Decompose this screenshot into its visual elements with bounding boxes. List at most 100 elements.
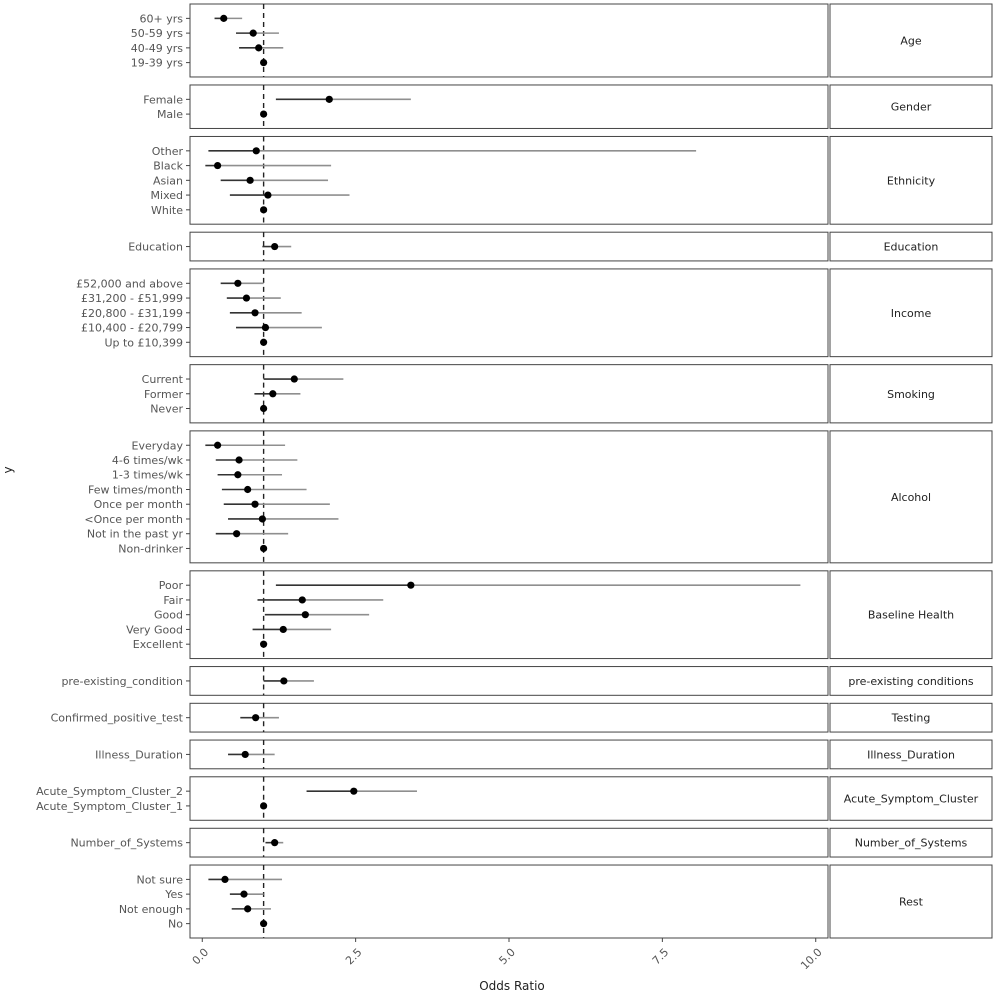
y-tick-label-not-enough: Not enough: [119, 903, 183, 916]
panel-frame-number-of-systems: [189, 827, 829, 858]
strip-box-baseline-health: [829, 570, 993, 660]
strip-box-alcohol: [829, 430, 993, 564]
y-tick-label-excellent: Excellent: [133, 638, 184, 651]
y-axis-title: y: [1, 466, 15, 473]
point-acute-symptom-cluster-1: [260, 802, 268, 810]
y-tick-label-4-6-times-wk: 4-6 times/wk: [112, 454, 184, 467]
strip-box-number-of-systems: [829, 827, 993, 858]
y-tick-label-white: White: [151, 204, 183, 217]
y-tick-label-current: Current: [142, 373, 184, 386]
point-good: [301, 611, 309, 619]
strip-label-smoking: Smoking: [887, 388, 935, 401]
y-tick-label-not-in-the-past-yr: Not in the past yr: [87, 528, 184, 541]
strip-box-smoking: [829, 364, 993, 424]
point-up-to-10-399: [260, 338, 268, 346]
y-tick-label-acute-symptom-cluster-1: Acute_Symptom_Cluster_1: [36, 800, 183, 813]
strip-box-pre-existing-conditions: [829, 666, 993, 696]
y-tick-label-former: Former: [144, 388, 183, 401]
y-tick-label-up-to-10-399: Up to £10,399: [104, 336, 183, 349]
point-50-59-yrs: [249, 29, 257, 37]
point-current: [290, 375, 298, 383]
panel-frame-education: [189, 231, 829, 262]
point-black: [214, 161, 222, 170]
point-mixed: [264, 191, 272, 199]
panel-frame-rest: [189, 864, 829, 939]
y-tick-label-pre-existing-condition: pre-existing_condition: [61, 675, 183, 688]
x-tick-label-2: 5.0: [496, 946, 518, 968]
panel-frame-illness-duration: [189, 739, 829, 770]
y-tick-label-female: Female: [143, 93, 183, 106]
point-former: [269, 390, 277, 398]
y-tick-label-no: No: [168, 918, 183, 931]
x-tick-label-0: 0.0: [190, 946, 212, 968]
strip-label-illness-duration: Illness_Duration: [867, 748, 955, 761]
point-not-in-the-past-yr: [233, 530, 241, 538]
point-female: [325, 95, 333, 103]
strip-label-education: Education: [884, 241, 939, 254]
y-tick-label-asian: Asian: [153, 174, 183, 187]
strip-label-testing: Testing: [891, 712, 931, 725]
y-tick-label-yes: Yes: [164, 888, 183, 901]
point-40-49-yrs: [255, 44, 263, 52]
y-tick-label-31-200-51-999: £31,200 - £51,999: [81, 292, 183, 305]
y-tick-label-never: Never: [150, 403, 183, 416]
strip-label-rest: Rest: [899, 896, 924, 909]
point-white: [260, 206, 268, 214]
strip-box-acute-symptom-cluster: [829, 776, 993, 821]
y-tick-label-non-drinker: Non-drinker: [118, 542, 183, 555]
point-pre-existing-condition: [280, 677, 288, 685]
strip-label-baseline-health: Baseline Health: [868, 609, 954, 622]
y-tick-label-illness-duration: Illness_Duration: [95, 748, 183, 761]
y-tick-label-poor: Poor: [159, 579, 184, 592]
x-tick-label-3: 7.5: [650, 946, 672, 968]
y-tick-label-black: Black: [153, 160, 183, 173]
strip-label-pre-existing-conditions: pre-existing conditions: [848, 675, 974, 688]
point-31-200-51-999: [242, 294, 251, 302]
panel-frame-age: [189, 3, 829, 78]
y-tick-label-education: Education: [128, 241, 183, 254]
y-tick-label-20-800-31-199: £20,800 - £31,199: [81, 307, 183, 320]
point-number-of-systems: [271, 839, 279, 847]
strip-box-testing: [829, 702, 993, 733]
strip-label-alcohol: Alcohol: [891, 491, 931, 504]
point-other: [252, 147, 260, 155]
y-tick-label-confirmed-positive-test: Confirmed_positive_test: [51, 712, 184, 725]
y-tick-label-acute-symptom-cluster-2: Acute_Symptom_Cluster_2: [36, 785, 183, 798]
y-tick-label-not-sure: Not sure: [136, 873, 183, 886]
point-confirmed-positive-test: [252, 714, 260, 722]
point-everyday: [214, 441, 222, 449]
y-tick-label-40-49-yrs: 40-49 yrs: [131, 42, 183, 55]
x-axis-title: Odds Ratio: [479, 979, 545, 993]
point-illness-duration: [241, 750, 249, 759]
point-20-800-31-199: [251, 309, 259, 317]
panel-frame-acute-symptom-cluster: [189, 776, 829, 821]
strip-box-illness-duration: [829, 739, 993, 770]
y-tick-label-everyday: Everyday: [132, 439, 184, 452]
strip-box-gender: [829, 84, 993, 129]
strip-box-income: [829, 268, 993, 358]
point-once-per-month: [251, 500, 259, 508]
point-10-400-20-799: [261, 323, 270, 332]
y-tick-label-1-3-times-wk: 1-3 times/wk: [112, 469, 184, 482]
y-tick-label-very-good: Very Good: [126, 623, 183, 636]
x-axis: 0.0 2.5 5.0 7.5 10.0: [190, 937, 828, 972]
y-tick-label-number-of-systems: Number_of_Systems: [70, 837, 183, 850]
point-yes: [240, 890, 248, 898]
strip-label-acute-symptom-cluster: Acute_Symptom_Cluster: [844, 793, 979, 806]
point-52-000-and-above: [234, 279, 242, 287]
strip-label-gender: Gender: [891, 101, 932, 114]
x-tick-label-1: 2.5: [343, 946, 365, 968]
panel-frames: [189, 3, 829, 939]
strip-box-ethnicity: [829, 135, 993, 225]
strip-box-rest: [829, 864, 993, 939]
point-education: [271, 242, 279, 251]
y-tick-label-once-per-month: <Once per month: [84, 513, 183, 526]
point-very-good: [279, 625, 287, 634]
point-few-times-month: [244, 485, 252, 494]
point-never: [260, 404, 268, 413]
panel-frame-testing: [189, 702, 829, 733]
point-poor: [407, 581, 415, 589]
point-not-enough: [244, 905, 252, 913]
y-tick-label-50-59-yrs: 50-59 yrs: [131, 27, 183, 40]
